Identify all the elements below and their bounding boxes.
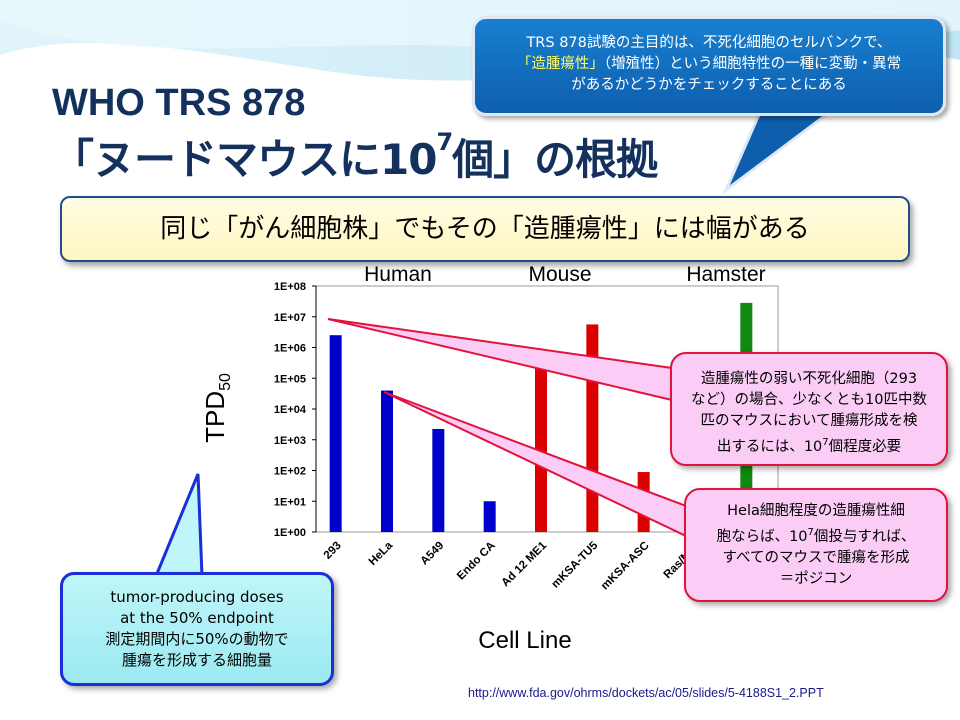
tpd50-definition-callout: tumor-producing doses at the 50% endpoin…	[60, 572, 334, 686]
pink1-line2: など）の場合、少なくとも10匹中数	[691, 392, 927, 408]
y-axis-title-subscript: 50	[217, 373, 234, 391]
pink1-line4-b: 個程度必要	[828, 438, 902, 455]
key-message-banner: 同じ「がん細胞株」でもその「造腫瘍性」には幅がある	[60, 196, 910, 262]
pink1-line3: 匹のマウスにおいて腫瘍形成を検	[700, 413, 918, 429]
pink2-line2-a: 胞ならば、10	[716, 528, 808, 545]
bar-a549	[432, 428, 445, 532]
pink2-line2-sup: 7	[807, 527, 814, 538]
title-text-a: 「ヌードマウスに10	[52, 135, 437, 184]
x-tick-label: mKSA-TU5	[549, 539, 600, 590]
pink1-line1: 造腫瘍性の弱い不死化細胞（293	[700, 371, 918, 387]
pink1-line4: 出するには、107個程度必要	[682, 432, 936, 458]
group-label: Mouse	[528, 263, 591, 286]
y-tick-label: 1E+07	[274, 312, 306, 324]
bar-mksa-tu5	[586, 324, 599, 532]
y-tick-label: 1E+08	[274, 281, 306, 293]
title-superscript: 7	[436, 128, 453, 156]
hela-positive-control-callout: Hela細胞程度の造腫瘍性細 胞ならば、107個投与すれば、 すべてのマウスで腫…	[684, 488, 948, 602]
blue-line1: tumor-producing doses	[110, 588, 284, 606]
x-tick-label: A549	[419, 540, 447, 568]
y-tick-label: 1E+04	[274, 404, 307, 416]
bar-ad-12-me1	[535, 359, 547, 532]
bar-hela	[381, 390, 393, 532]
bar-293	[329, 335, 342, 532]
blue-line2: at the 50% endpoint	[120, 609, 274, 627]
group-label: Human	[364, 263, 432, 286]
pink1-line4-sup: 7	[822, 437, 829, 448]
blue-line4: 腫瘍を形成する細胞量	[121, 651, 272, 669]
pink2-line2: 胞ならば、107個投与すれば、	[694, 522, 938, 548]
slide-title-line2: 「ヌードマウスに107個」の根拠	[52, 126, 658, 187]
pink2-line1: Hela細胞程度の造腫瘍性細	[727, 503, 905, 519]
y-tick-label: 1E+05	[274, 373, 306, 385]
weak-tumorigenic-callout: 造腫瘍性の弱い不死化細胞（293 など）の場合、少なくとも10匹中数 匹のマウス…	[670, 352, 948, 466]
bar-mksa-asc	[637, 472, 650, 532]
y-tick-label: 1E+06	[274, 343, 306, 355]
x-tick-label: mKSA-ASC	[599, 540, 652, 593]
y-tick-label: 1E+02	[274, 466, 306, 478]
x-tick-label: HeLa	[367, 539, 396, 568]
group-label: Hamster	[686, 263, 765, 286]
objective-line2-rest: （増殖性）という細胞特性の一種に変動・異常	[603, 56, 902, 72]
source-url: http://www.fda.gov/ohrms/dockets/ac/05/s…	[468, 686, 824, 700]
objective-highlight: 「造腫瘍性」	[516, 56, 604, 72]
objective-line2: 「造腫瘍性」（増殖性）という細胞特性の一種に変動・異常	[483, 54, 935, 75]
pink1-line4-a: 出するには、10	[716, 438, 823, 455]
y-tick-label: 1E+03	[274, 435, 306, 447]
x-tick-label: 293	[322, 540, 344, 562]
slide-title-line1: WHO TRS 878	[52, 82, 306, 124]
y-axis-title: TPD50	[200, 373, 234, 443]
x-tick-label: Endo CA	[455, 540, 498, 583]
objective-line1: TRS 878試験の主目的は、不死化細胞のセルバンクで、	[526, 35, 892, 51]
pink2-line3: すべてのマウスで腫瘍を形成	[722, 549, 910, 566]
pink2-line4: ＝ポジコン	[779, 570, 853, 587]
y-tick-label: 1E+00	[274, 527, 306, 539]
bar-endo-ca	[483, 501, 496, 532]
title-text-b: 個」の根拠	[452, 135, 658, 184]
objective-line3: があるかどうかをチェックすることにある	[571, 77, 847, 93]
x-axis-title: Cell Line	[478, 627, 571, 654]
objective-callout: TRS 878試験の主目的は、不死化細胞のセルバンクで、 「造腫瘍性」（増殖性）…	[472, 16, 946, 116]
y-tick-label: 1E+01	[274, 496, 306, 508]
blue-line3: 測定期間内に50%の動物で	[105, 630, 289, 648]
pink2-line2-b: 個投与すれば、	[813, 528, 916, 545]
x-tick-label: Ad 12 ME1	[500, 539, 550, 589]
